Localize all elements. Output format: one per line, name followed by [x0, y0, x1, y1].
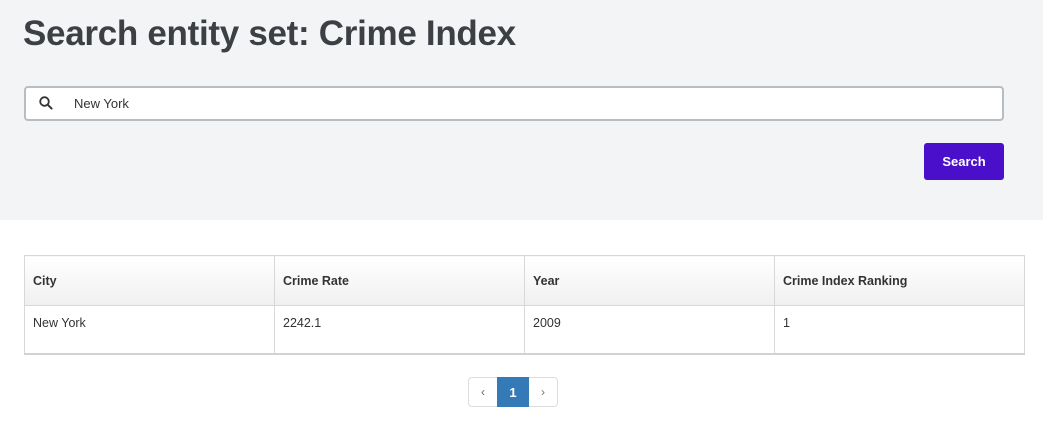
column-header-crime-index-ranking[interactable]: Crime Index Ranking: [774, 255, 1025, 306]
table-row[interactable]: New York 2242.1 2009 1: [24, 305, 1025, 355]
search-button[interactable]: Search: [924, 143, 1004, 180]
previous-page-button[interactable]: ‹: [468, 377, 497, 407]
table-cell-crime-rate: 2242.1: [274, 305, 525, 355]
next-page-button[interactable]: ›: [529, 377, 558, 407]
search-icon: [38, 95, 54, 111]
column-header-city[interactable]: City: [24, 255, 275, 306]
page-title: Search entity set: Crime Index: [23, 14, 516, 53]
table-cell-city: New York: [24, 305, 275, 355]
table-cell-year: 2009: [524, 305, 775, 355]
pagination: ‹ 1 ›: [468, 377, 558, 408]
page-1-button[interactable]: 1: [497, 377, 529, 407]
results-table: City Crime Rate Year Crime Index Ranking…: [24, 255, 1025, 355]
column-header-crime-rate[interactable]: Crime Rate: [274, 255, 525, 306]
search-box[interactable]: [24, 86, 1004, 121]
table-header-row: City Crime Rate Year Crime Index Ranking: [24, 255, 1025, 306]
column-header-year[interactable]: Year: [524, 255, 775, 306]
table-cell-crime-index-ranking: 1: [774, 305, 1025, 355]
search-header-panel: Search entity set: Crime Index Search: [0, 0, 1043, 220]
search-input[interactable]: [74, 88, 974, 119]
